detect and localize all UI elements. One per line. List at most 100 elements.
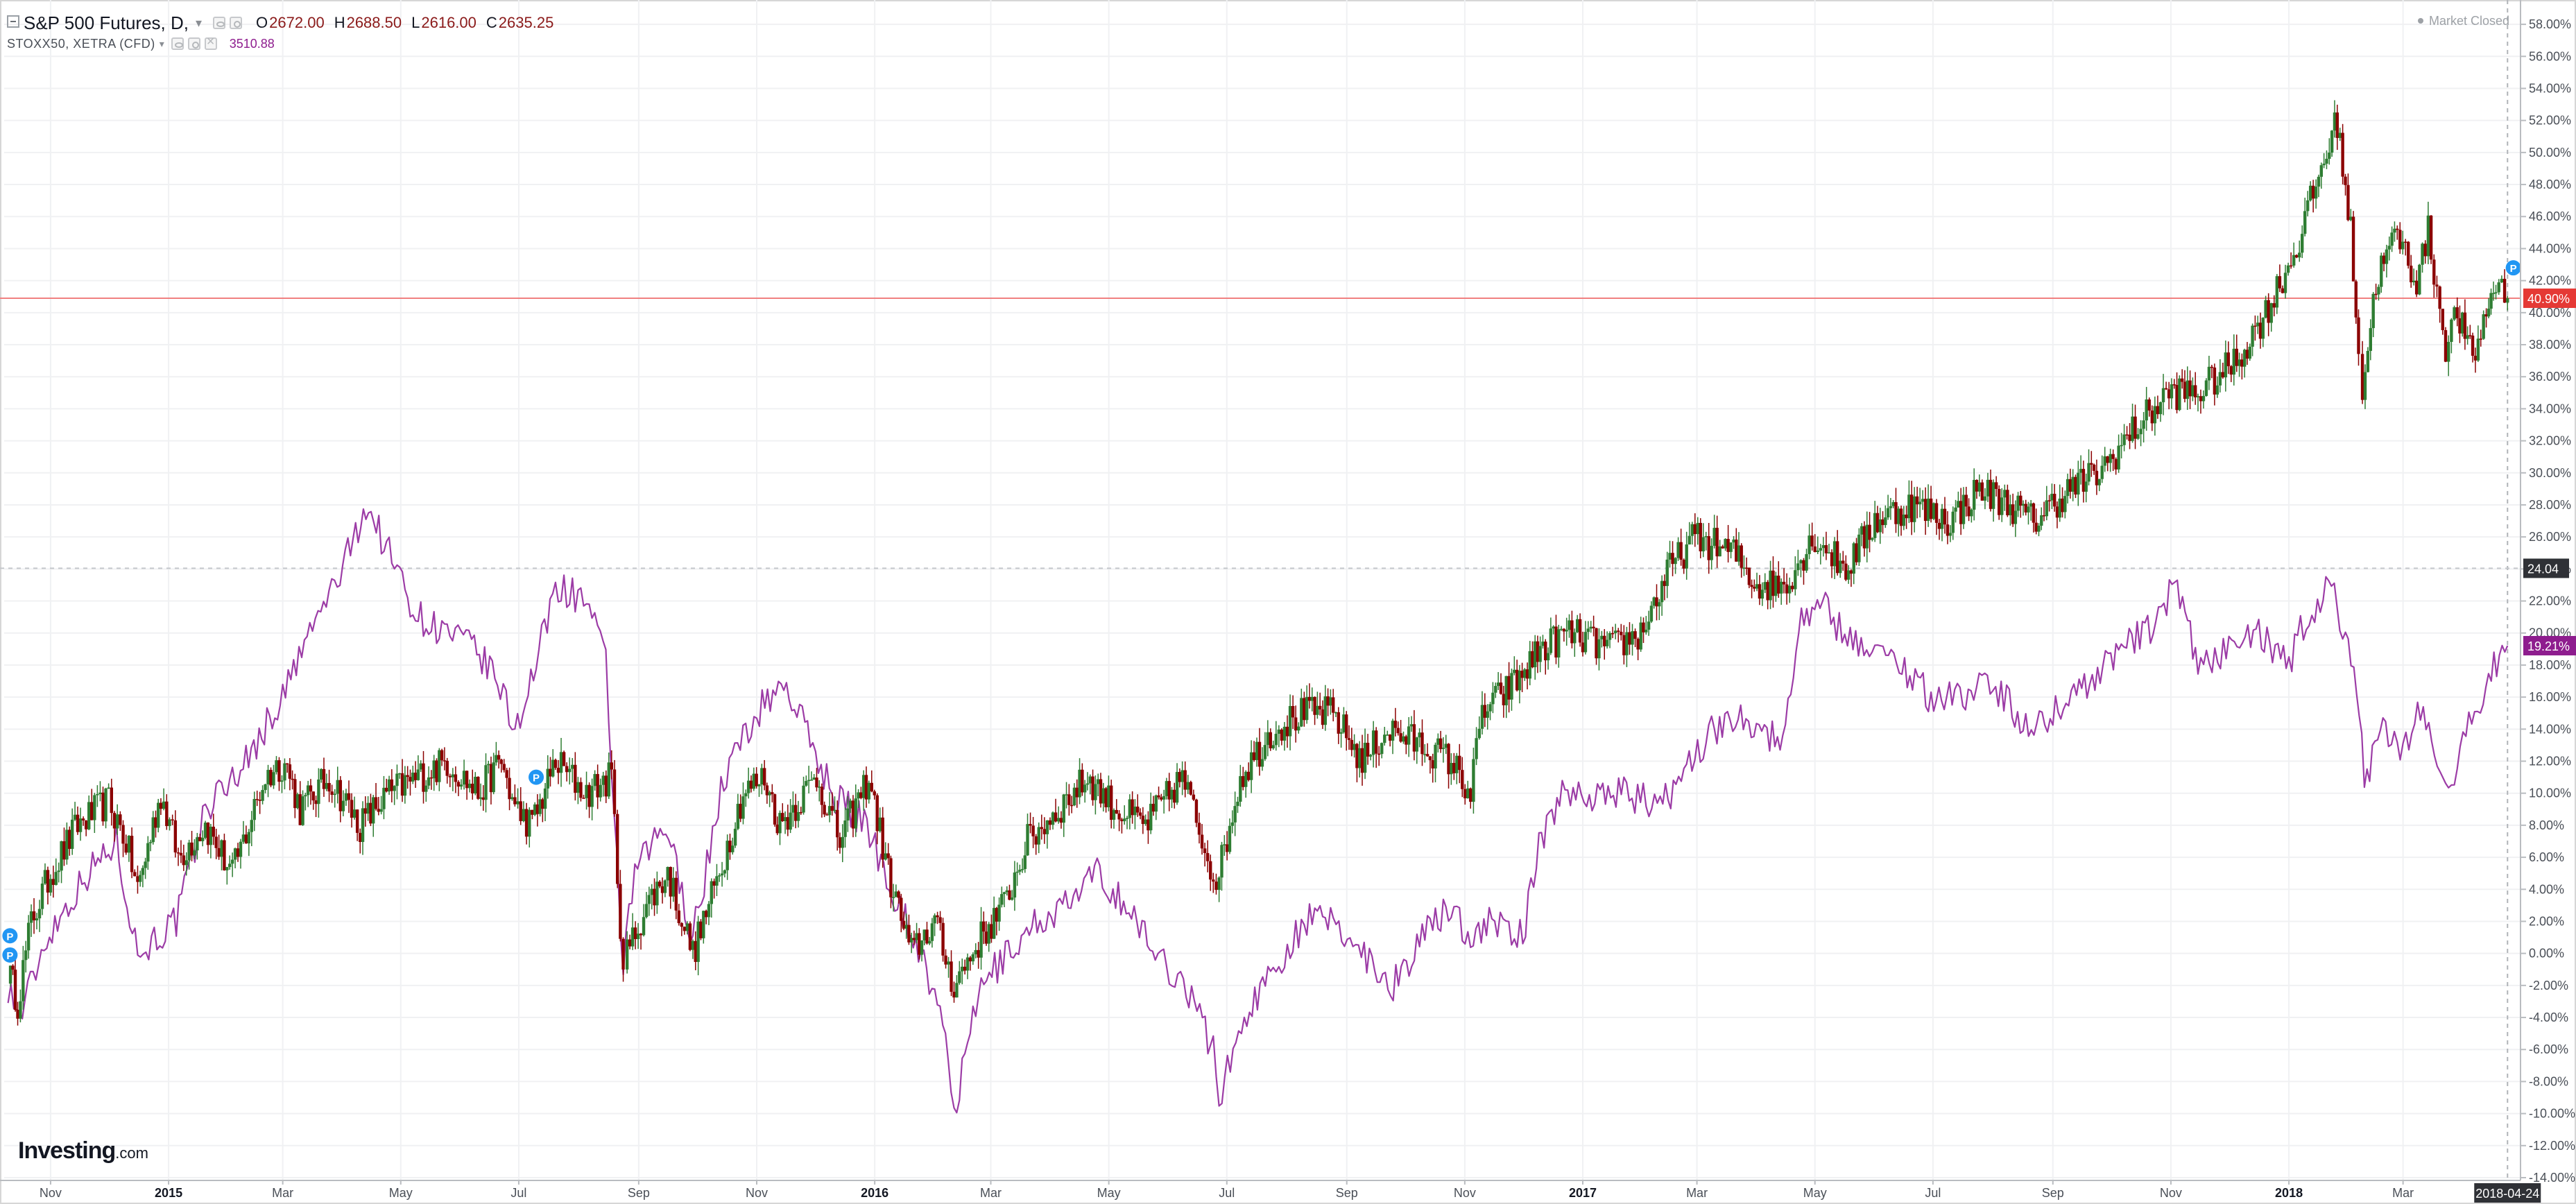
candle-body [133, 872, 137, 877]
candle-body [2363, 372, 2367, 400]
candle-body [1750, 585, 1753, 587]
candle-body [1980, 482, 1984, 501]
candle-body [974, 949, 977, 955]
candle-body [1589, 626, 1592, 629]
candle-body [1128, 799, 1132, 818]
candle-body [22, 960, 25, 1001]
candle-body [252, 799, 256, 820]
candle-body [1983, 496, 1987, 501]
candle-body [445, 761, 449, 776]
candle-body [1260, 759, 1264, 767]
candle-body [897, 891, 900, 898]
candle-body [456, 782, 461, 787]
candle-body [2167, 389, 2171, 399]
candle-body [2256, 322, 2260, 327]
candle-body [1371, 730, 1375, 755]
candle-body [1975, 479, 1979, 492]
candle-body [712, 881, 716, 886]
candle-body [870, 782, 873, 792]
candle-body [390, 779, 394, 791]
candle-body [944, 955, 947, 965]
candle-body [694, 940, 698, 962]
candle-body [1771, 570, 1775, 596]
candle-body [1203, 848, 1207, 854]
gear-icon[interactable] [230, 17, 243, 29]
candle-body [827, 806, 832, 816]
candle-body [2158, 402, 2163, 415]
candle-body [2188, 380, 2192, 397]
chevron-down-icon[interactable]: ▾ [195, 15, 203, 30]
x-axis[interactable]: Nov 2015 Mar May Jul Sep Nov 2016 Mar May Jul Sep No… [0, 1180, 2541, 1203]
candle-body [1075, 787, 1079, 798]
candle-body [1923, 499, 1927, 522]
close-icon[interactable] [204, 34, 217, 50]
candle-body [2058, 498, 2061, 518]
event-marker-icon[interactable] [2505, 260, 2521, 276]
candle-body [29, 911, 33, 923]
candle-body [2390, 232, 2394, 246]
y-axis[interactable]: 58.00% 56.00% 54.00% 52.00% 50.00% 48.00% 46.0… [2520, 0, 2575, 1185]
candle-body [997, 904, 1001, 922]
eye-icon[interactable] [171, 37, 184, 50]
y-tick-label: 16.00% [2529, 690, 2571, 704]
candle-body [1884, 517, 1887, 526]
candle-body [1461, 770, 1464, 789]
candle-body [568, 768, 572, 773]
cursor-date-tag [2474, 1183, 2541, 1203]
candle-body [902, 920, 906, 929]
main-symbol-title[interactable]: S&P 500 Futures, D, [24, 12, 189, 33]
candle-body [1932, 503, 1936, 519]
candle-body [1101, 788, 1105, 804]
candle-body [1212, 879, 1215, 882]
candle-body [1852, 543, 1855, 574]
candle-body [1718, 546, 1721, 557]
candle-body [2232, 348, 2235, 375]
candle-body [2221, 372, 2225, 378]
x-tick-label: Sep [628, 1186, 650, 1200]
candle-body [674, 877, 678, 911]
compare-symbol-title[interactable]: STOXX50, XETRA (CFD) [7, 36, 155, 51]
event-marker-icon[interactable] [529, 769, 544, 785]
candle-body [1568, 620, 1571, 630]
candle-body [791, 805, 795, 813]
candle-body [1603, 635, 1606, 646]
candle-body [255, 799, 259, 800]
candle-body [585, 784, 588, 798]
candle-body [2401, 241, 2405, 250]
candle-body [918, 933, 921, 955]
candle-body [669, 867, 672, 897]
candle-body [1747, 567, 1751, 585]
candle-body [13, 970, 17, 1010]
candle-body [1690, 524, 1694, 536]
candle-body [1881, 519, 1884, 526]
candle-body [395, 773, 399, 786]
candle-body [2418, 264, 2421, 295]
candle-body [1125, 818, 1129, 819]
event-marker-icon[interactable] [2, 947, 18, 963]
eye-icon[interactable] [213, 17, 226, 29]
candle-body [1031, 825, 1035, 836]
candle-body [280, 780, 284, 782]
candle-body [781, 813, 784, 821]
candle-body [655, 882, 659, 906]
candle-body [2240, 359, 2244, 367]
collapse-legend-button[interactable] [7, 15, 19, 28]
candle-body [1363, 742, 1367, 773]
gear-icon[interactable] [187, 37, 200, 50]
candle-body [130, 836, 134, 872]
x-tick-label: 2018 [2275, 1186, 2303, 1200]
x-tick-label: Mar [1686, 1186, 1708, 1200]
candle-body [704, 911, 708, 918]
candle-body [124, 843, 128, 853]
chevron-down-icon[interactable]: ▾ [159, 37, 164, 49]
candle-body [1123, 818, 1126, 822]
candle-body [1824, 545, 1828, 553]
candle-body [19, 1001, 22, 1019]
candle-body [992, 908, 996, 939]
candle-body [2079, 469, 2083, 473]
candle-body [2097, 479, 2101, 485]
event-marker-icon[interactable] [2, 928, 18, 944]
candle-body [136, 876, 139, 882]
